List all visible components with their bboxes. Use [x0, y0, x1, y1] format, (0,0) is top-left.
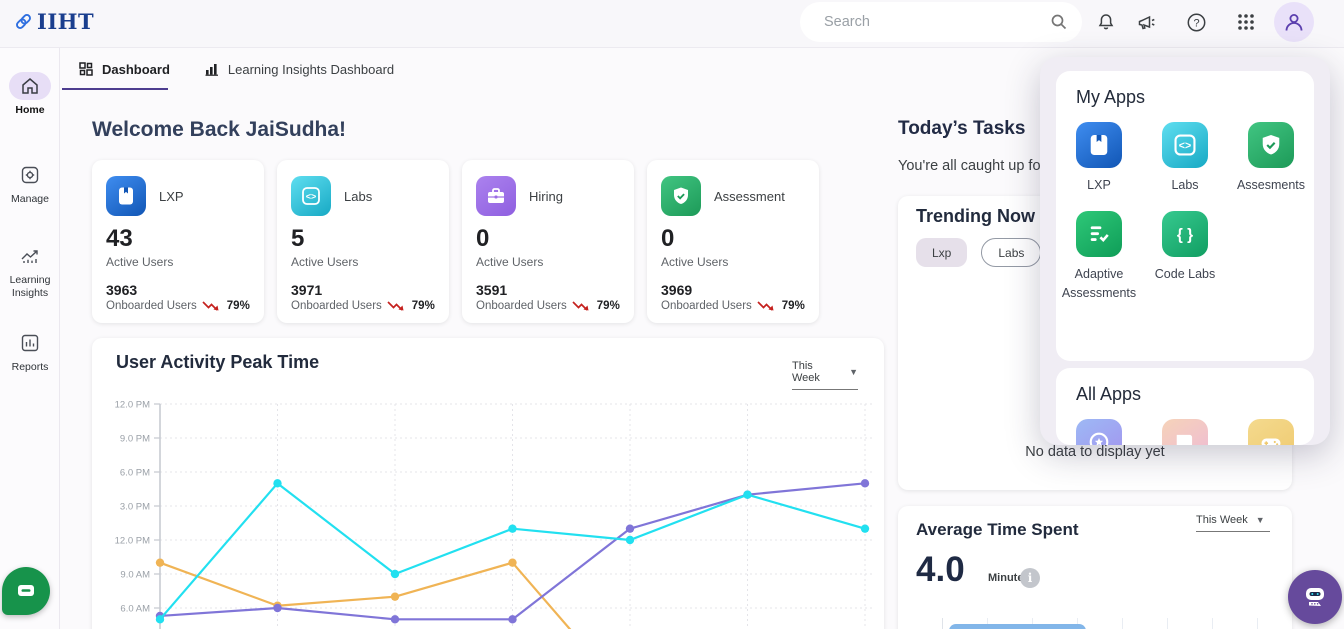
chat-bubble-icon	[1162, 419, 1208, 445]
app-assesments[interactable]: Assesments	[1228, 122, 1314, 195]
code-brackets-icon: <>	[291, 176, 331, 216]
stat-card-lxp[interactable]: LXP 43 Active Users 3963 Onboarded Users…	[92, 160, 264, 323]
chat-icon	[18, 585, 34, 596]
average-time-value: 4.0	[916, 550, 965, 589]
logo-text: IIHT	[37, 9, 95, 34]
user-avatar[interactable]	[1274, 2, 1314, 42]
reports-icon	[21, 334, 39, 351]
my-apps-title: My Apps	[1076, 87, 1146, 107]
svg-text:12.0 PM: 12.0 PM	[115, 536, 150, 547]
game-controller-icon	[1248, 419, 1294, 445]
svg-text:6.0 AM: 6.0 AM	[120, 604, 150, 615]
mini-chart-bar	[949, 624, 1086, 629]
info-icon[interactable]: i	[1020, 568, 1040, 588]
apps-popup: My Apps LXP <> Labs	[1040, 57, 1330, 445]
trend-down-icon	[202, 301, 219, 311]
chat-fab[interactable]	[2, 567, 50, 615]
trending-empty-message: No data to display yet	[1025, 444, 1165, 460]
tab-learning-insights-dashboard[interactable]: Learning Insights Dashboard	[204, 48, 394, 90]
average-time-period-dropdown[interactable]: This Week ▼	[1196, 514, 1270, 532]
svg-text:9.0 AM: 9.0 AM	[120, 570, 150, 581]
app-labs[interactable]: <> Labs	[1142, 122, 1228, 195]
trend-down-icon	[572, 301, 589, 311]
manage-settings-icon	[21, 166, 39, 184]
svg-text:{ }: { }	[1177, 226, 1193, 243]
app-adaptive-assessments[interactable]: Adaptive Assessments	[1056, 210, 1142, 303]
all-apps-section: All Apps	[1056, 368, 1314, 445]
shield-check-icon	[1248, 122, 1294, 168]
search-bar[interactable]	[800, 2, 1082, 42]
svg-text:<>: <>	[306, 192, 317, 202]
chip-lxp[interactable]: Lxp	[916, 238, 968, 267]
tab-bar: Dashboard Learning Insights Dashboard	[60, 48, 1344, 90]
search-icon	[1051, 14, 1067, 30]
apps-grid-icon[interactable]	[1232, 8, 1260, 36]
tab-dashboard[interactable]: Dashboard	[78, 48, 170, 90]
checklist-icon	[1076, 210, 1122, 257]
notifications-bell-icon[interactable]	[1092, 8, 1120, 36]
mini-bar-chart	[942, 618, 1272, 629]
app-logo[interactable]: IIHT	[14, 9, 94, 34]
svg-text:12.0 PM: 12.0 PM	[115, 400, 150, 411]
stat-card-hiring[interactable]: Hiring 0 Active Users 3591 Onboarded Use…	[462, 160, 634, 323]
svg-text:<>: <>	[1179, 140, 1191, 152]
help-icon[interactable]: ?	[1182, 8, 1210, 36]
app-circle-star[interactable]	[1056, 419, 1142, 445]
chevron-down-icon: ▼	[849, 367, 858, 377]
my-apps-section: My Apps LXP <> Labs	[1056, 71, 1314, 361]
average-time-unit: Minutes	[988, 572, 1030, 584]
lxp-book-icon	[106, 176, 146, 216]
dashboard-grid-icon	[79, 62, 93, 76]
robot-icon	[1306, 588, 1324, 606]
all-apps-title: All Apps	[1076, 384, 1142, 404]
app-chat[interactable]	[1142, 419, 1228, 445]
announcements-megaphone-icon[interactable]	[1132, 8, 1160, 36]
chart-period-dropdown[interactable]: This Week ▼	[792, 360, 858, 390]
code-brackets-icon: <>	[1162, 122, 1208, 168]
stat-card-assessment[interactable]: Assessment 0 Active Users 3969 Onboarded…	[647, 160, 819, 323]
active-tab-underline	[62, 88, 168, 90]
stat-card-labs[interactable]: <> Labs 5 Active Users 3971 Onboarded Us…	[277, 160, 449, 323]
welcome-heading: Welcome Back JaiSudha!	[92, 118, 347, 141]
trend-down-icon	[757, 301, 774, 311]
assistant-bot-fab[interactable]	[1288, 570, 1342, 624]
svg-text:6.0 PM: 6.0 PM	[120, 468, 150, 479]
person-icon	[1285, 14, 1303, 31]
shield-check-icon	[661, 176, 701, 216]
trending-now-title: Trending Now	[916, 206, 1035, 226]
user-activity-chart-card: User Activity Peak Time This Week ▼ 12.0…	[92, 338, 884, 629]
home-icon	[22, 78, 38, 94]
bar-chart-icon	[205, 64, 218, 76]
app-game[interactable]	[1228, 419, 1314, 445]
sidebar-item-home[interactable]: Home	[0, 72, 60, 117]
left-sidebar: Home Manage Learning Insights Reports	[0, 48, 60, 629]
average-time-spent-card: Average Time Spent This Week ▼ 4.0 Minut…	[898, 506, 1292, 629]
svg-text:3.0 PM: 3.0 PM	[120, 502, 150, 513]
curly-braces-icon: { }	[1162, 210, 1208, 257]
sidebar-item-learning-insights[interactable]: Learning Insights	[0, 242, 60, 300]
todays-tasks-title: Today’s Tasks	[898, 118, 1026, 139]
app-code-labs[interactable]: { } Code Labs	[1142, 210, 1228, 303]
mini-chart-gridlines	[943, 618, 1272, 629]
todays-tasks-message: You're all caught up for	[898, 158, 1046, 174]
average-time-title: Average Time Spent	[916, 520, 1079, 539]
trend-chart-icon	[21, 250, 38, 264]
chart-title: User Activity Peak Time	[116, 352, 320, 372]
search-input[interactable]	[824, 14, 1050, 30]
circle-star-icon	[1076, 419, 1122, 445]
chip-labs[interactable]: Labs	[981, 238, 1042, 267]
chain-link-icon	[16, 14, 31, 29]
lxp-book-icon	[1076, 122, 1122, 168]
sidebar-item-reports[interactable]: Reports	[0, 329, 60, 374]
top-bar: IIHT ?	[0, 0, 1344, 48]
briefcase-icon	[476, 176, 516, 216]
chevron-down-icon: ▼	[1255, 515, 1265, 525]
trend-down-icon	[387, 301, 404, 311]
svg-text:9.0 PM: 9.0 PM	[120, 434, 150, 445]
app-lxp[interactable]: LXP	[1056, 122, 1142, 195]
svg-text:?: ?	[1193, 17, 1199, 29]
sidebar-item-manage[interactable]: Manage	[0, 161, 60, 206]
activity-line-chart: 12.0 PM 9.0 PM 6.0 PM 3.0 PM 12.0 PM 9.0 AM 6.…	[115, 400, 872, 629]
